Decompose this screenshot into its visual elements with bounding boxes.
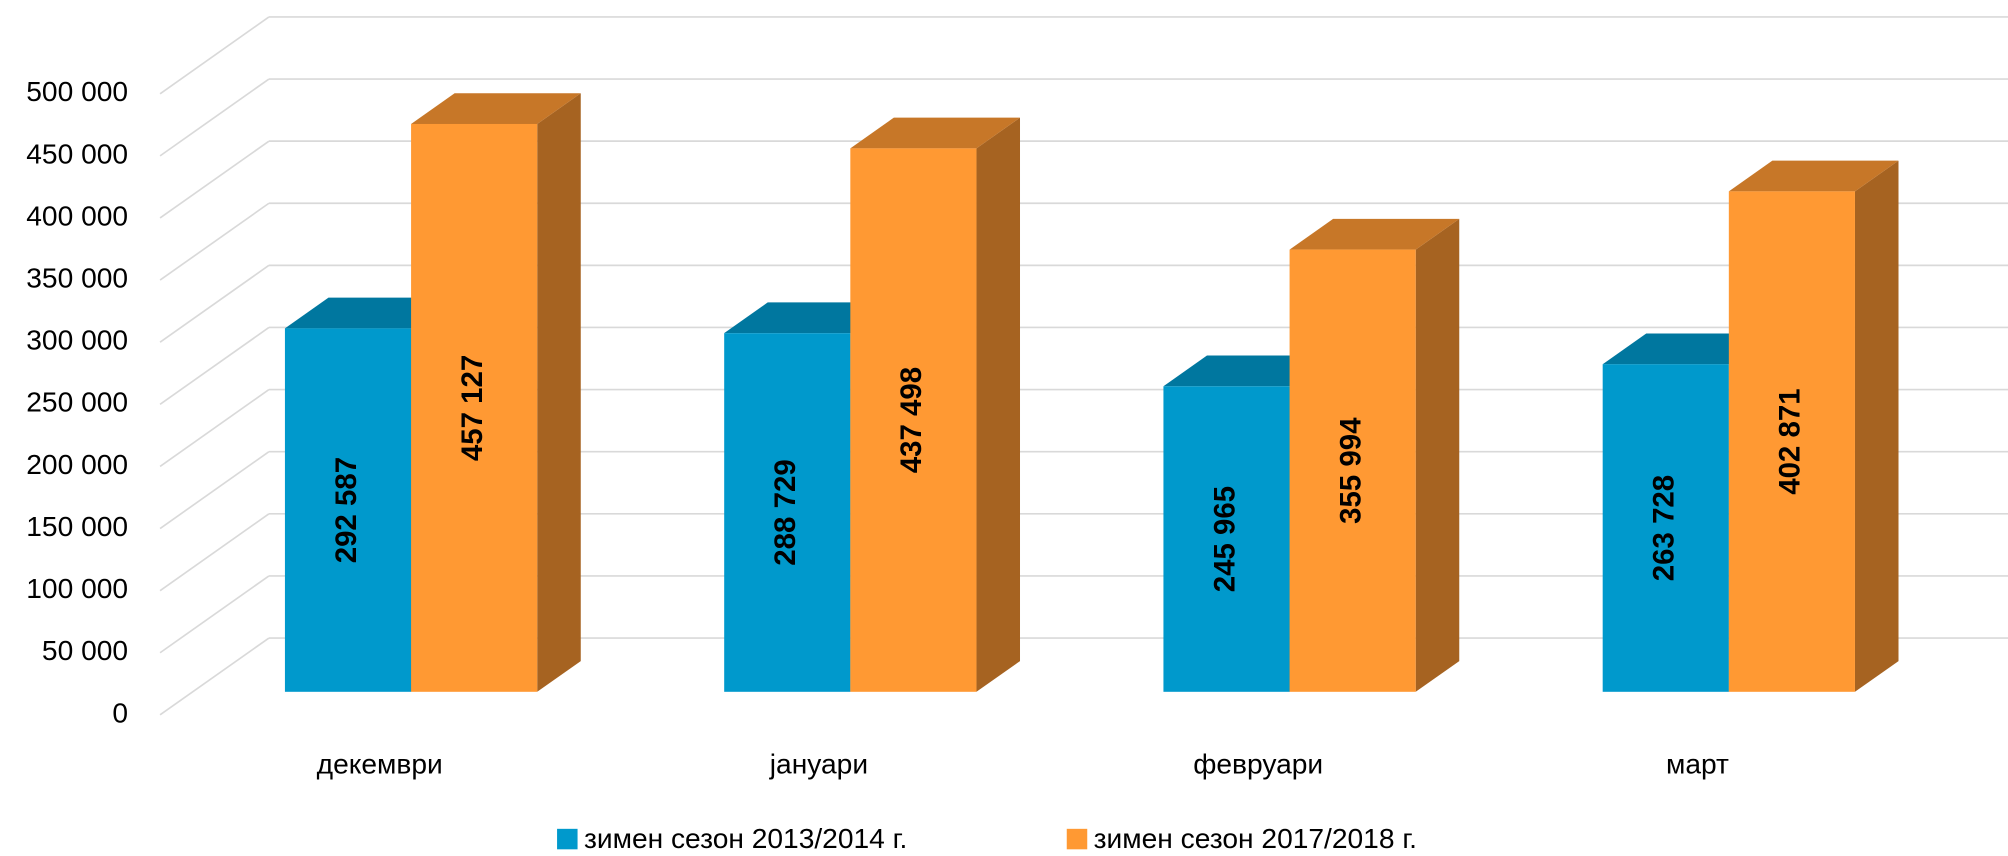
bar: [1728, 160, 1899, 692]
y-tick-label: 200 000: [26, 448, 128, 480]
y-tick-label: 100 000: [26, 572, 128, 604]
grid-line: [159, 326, 270, 405]
grid-line: [159, 575, 270, 654]
grid-line: [159, 513, 270, 592]
legend-swatch: [1066, 828, 1088, 850]
bar-top: [1289, 218, 1460, 250]
grid-line: [159, 637, 270, 716]
y-tick-label: 300 000: [26, 324, 128, 356]
bar-top: [850, 117, 1021, 149]
bar-front: [850, 148, 977, 692]
y-tick-label: 250 000: [26, 386, 128, 418]
bar-top: [411, 93, 581, 124]
y-tick-label: 150 000: [26, 510, 128, 542]
y-tick-label: 400 000: [26, 199, 128, 231]
value-label: 402 871: [1774, 388, 1807, 494]
x-tick-label: март: [1666, 748, 1729, 780]
legend-label: зимен сезон 2013/2014 г.: [584, 822, 907, 854]
value-label: 292 587: [330, 457, 363, 563]
bar-front: [1602, 364, 1729, 692]
bar-front: [411, 123, 538, 692]
value-label: 245 965: [1208, 486, 1241, 592]
bar: [1289, 218, 1460, 692]
x-tick-label: февруари: [1193, 748, 1323, 780]
x-tick-label: декември: [317, 748, 443, 780]
bar-top: [1728, 160, 1899, 192]
bar: [850, 117, 1021, 692]
y-tick-label: 50 000: [42, 634, 128, 666]
bar-side: [976, 117, 1021, 692]
grid-line: [159, 78, 270, 157]
bar-front: [1289, 249, 1416, 692]
bar-side: [1854, 160, 1899, 692]
y-tick-label: 350 000: [26, 262, 128, 294]
bar-front: [1163, 386, 1290, 692]
value-label: 355 994: [1334, 417, 1367, 524]
bar-side: [1415, 218, 1460, 692]
bar-side: [537, 93, 581, 692]
value-label: 457 127: [456, 355, 489, 461]
grid-line: [159, 388, 270, 468]
bar: [411, 93, 581, 692]
grid-line: [159, 264, 270, 343]
x-tick-label: јануари: [769, 748, 868, 780]
legend-swatch: [557, 828, 578, 850]
value-label: 263 728: [1648, 475, 1681, 581]
y-tick-label: 500 000: [26, 75, 128, 107]
bar-front: [1728, 191, 1855, 692]
value-label: 437 498: [895, 367, 928, 473]
grid-line: [159, 202, 270, 281]
bar-front: [284, 328, 412, 692]
grid-line: [159, 451, 270, 530]
legend-label: зимен сезон 2017/2018 г.: [1094, 822, 1417, 854]
grid-line: [159, 140, 270, 219]
y-tick-label: 0: [112, 696, 128, 728]
grid-line: [159, 16, 270, 95]
y-tick-label: 450 000: [26, 137, 128, 169]
value-label: 288 729: [769, 459, 802, 565]
bar-front: [724, 333, 851, 692]
